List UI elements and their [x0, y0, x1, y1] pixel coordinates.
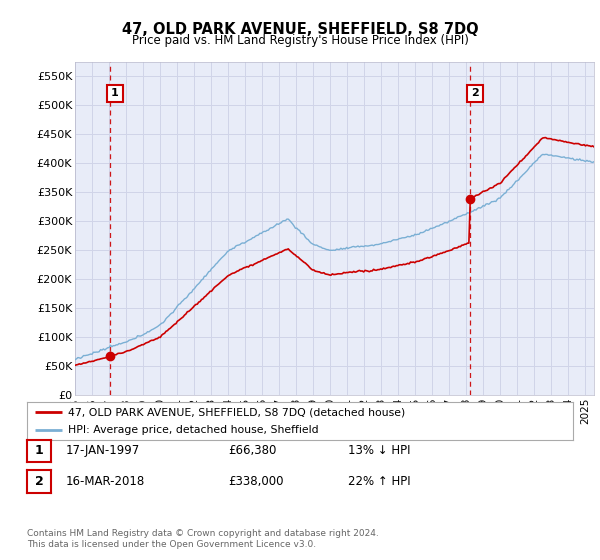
Text: 16-MAR-2018: 16-MAR-2018 [66, 475, 145, 488]
Text: 22% ↑ HPI: 22% ↑ HPI [348, 475, 410, 488]
Text: 47, OLD PARK AVENUE, SHEFFIELD, S8 7DQ (detached house): 47, OLD PARK AVENUE, SHEFFIELD, S8 7DQ (… [68, 407, 405, 417]
Text: 17-JAN-1997: 17-JAN-1997 [66, 444, 140, 458]
Text: £66,380: £66,380 [228, 444, 277, 458]
Text: 1: 1 [111, 88, 119, 99]
Text: 1: 1 [35, 444, 43, 458]
Text: 47, OLD PARK AVENUE, SHEFFIELD, S8 7DQ: 47, OLD PARK AVENUE, SHEFFIELD, S8 7DQ [122, 22, 478, 38]
Text: HPI: Average price, detached house, Sheffield: HPI: Average price, detached house, Shef… [68, 425, 319, 435]
Text: £338,000: £338,000 [228, 475, 284, 488]
Text: 2: 2 [471, 88, 479, 99]
Text: 13% ↓ HPI: 13% ↓ HPI [348, 444, 410, 458]
Text: Contains HM Land Registry data © Crown copyright and database right 2024.
This d: Contains HM Land Registry data © Crown c… [27, 529, 379, 549]
Text: Price paid vs. HM Land Registry's House Price Index (HPI): Price paid vs. HM Land Registry's House … [131, 34, 469, 46]
Text: 2: 2 [35, 475, 43, 488]
